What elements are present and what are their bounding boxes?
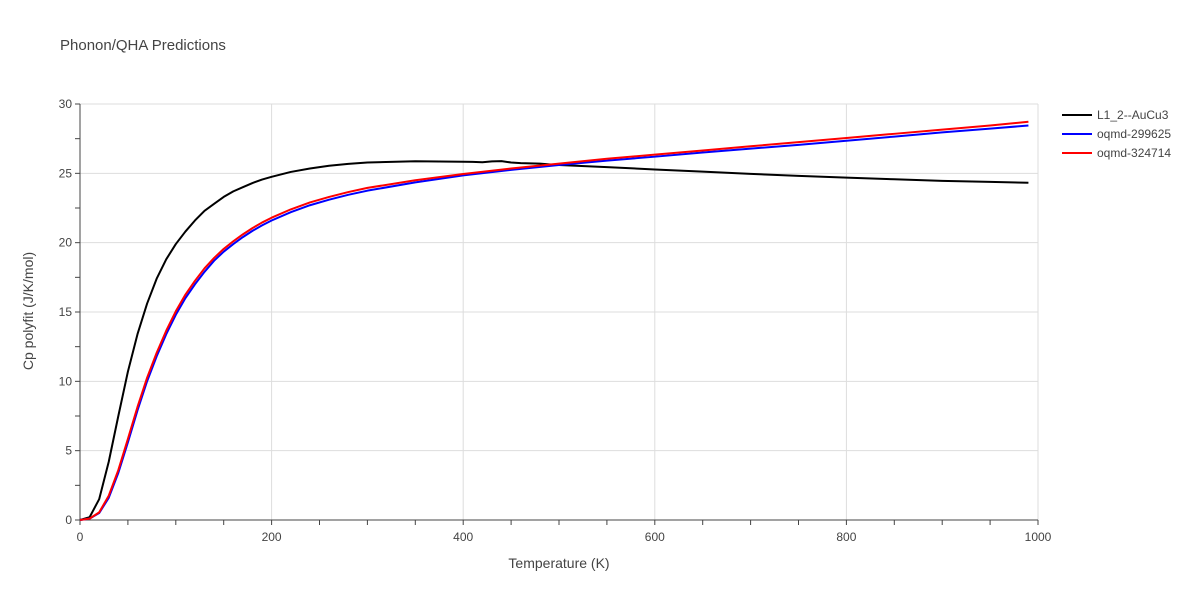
y-axis-title: Cp polyfit (J/K/mol) bbox=[20, 252, 36, 370]
y-tick-label: 30 bbox=[59, 97, 73, 111]
legend[interactable]: L1_2--AuCu3 oqmd-299625 oqmd-324714 bbox=[1062, 108, 1171, 160]
chart-title: Phonon/QHA Predictions bbox=[60, 37, 226, 54]
legend-label: L1_2--AuCu3 bbox=[1097, 108, 1169, 122]
x-tick-label: 600 bbox=[645, 530, 665, 544]
x-tick-label: 800 bbox=[836, 530, 856, 544]
legend-label: oqmd-299625 bbox=[1097, 127, 1171, 141]
series-lines bbox=[79, 120, 1029, 521]
y-tick-label: 0 bbox=[65, 513, 72, 527]
y-tick-label: 20 bbox=[59, 236, 73, 250]
series-line-1[interactable] bbox=[79, 160, 1029, 521]
y-tick-label: 10 bbox=[59, 374, 73, 388]
legend-label: oqmd-324714 bbox=[1097, 146, 1171, 160]
x-axis-title: Temperature (K) bbox=[508, 555, 609, 571]
y-tick-label: 5 bbox=[65, 444, 72, 458]
x-tick-label: 0 bbox=[77, 530, 84, 544]
legend-item-2[interactable]: oqmd-299625 bbox=[1062, 127, 1171, 141]
y-tick-label: 25 bbox=[59, 166, 73, 180]
legend-item-1[interactable]: L1_2--AuCu3 bbox=[1062, 108, 1169, 122]
series-line-3[interactable] bbox=[79, 120, 1029, 521]
x-tick-label: 200 bbox=[262, 530, 282, 544]
axes: 0 5 10 15 20 25 30 0 200 400 600 800 1000 bbox=[59, 97, 1052, 544]
y-tick-label: 15 bbox=[59, 305, 73, 319]
grid-lines bbox=[80, 103, 1039, 520]
series-line-2[interactable] bbox=[79, 124, 1029, 521]
legend-item-3[interactable]: oqmd-324714 bbox=[1062, 146, 1171, 160]
x-tick-label: 400 bbox=[453, 530, 473, 544]
x-tick-label: 1000 bbox=[1025, 530, 1052, 544]
